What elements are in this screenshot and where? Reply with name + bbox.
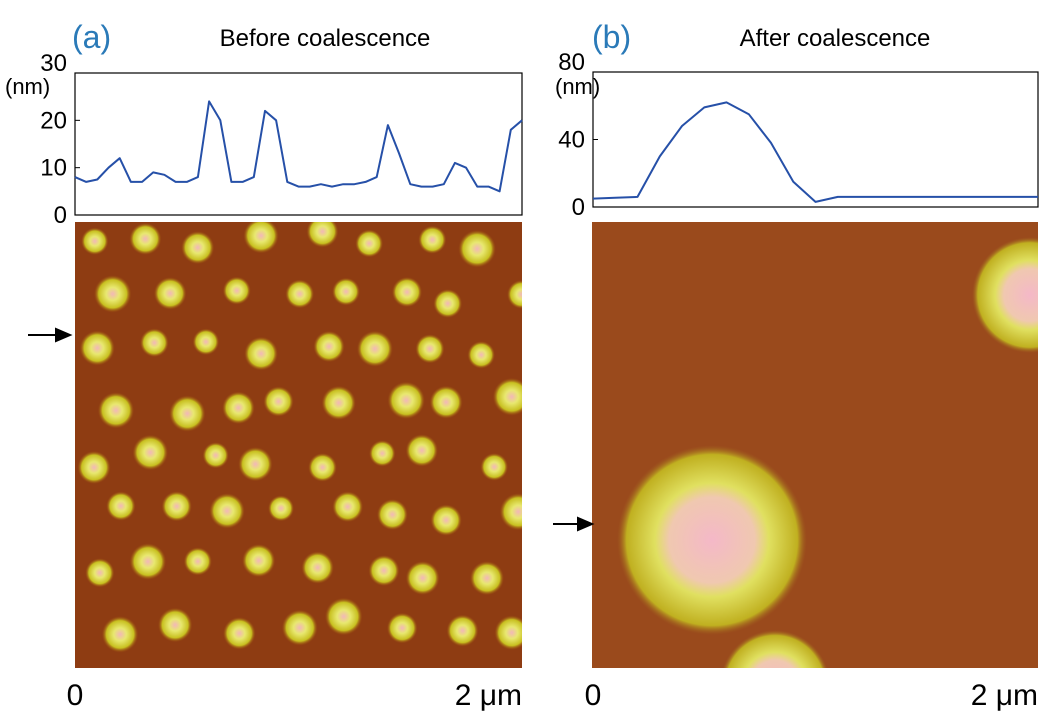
afm-dot [183,547,212,576]
afm-dot [93,275,132,313]
afm-dot [492,377,522,416]
afm-dot [306,222,339,248]
afm-dot [77,450,111,484]
afm-dot [285,279,315,309]
afm-dot [79,330,115,366]
afm-dot [499,493,522,531]
afm-dot [161,491,192,522]
y-tick-label: 30 [40,50,67,77]
afm-image [592,222,1038,668]
afm-dot [132,434,169,471]
afm-dot [268,495,295,522]
profile-line [592,101,1038,203]
afm-dot [376,499,408,531]
afm-dot [405,434,439,467]
y-tick-label: 80 [558,49,585,76]
afm-dot [467,341,495,369]
chart-title: After coalescence [740,25,931,52]
afm-dot [429,385,463,419]
x-tick-label: 2 μm [971,679,1038,712]
y-axis-label: (nm) [5,74,50,99]
y-tick-label: 40 [558,127,585,154]
afm-dot [85,558,115,588]
afm-dot [355,229,384,258]
afm-dot [469,561,505,596]
afm-dot [202,442,229,469]
y-tick-label: 20 [40,107,67,134]
afm-dot [242,543,276,578]
y-tick-label: 0 [572,194,585,221]
plot-frame [74,72,523,216]
panel-label: (a) [72,19,111,55]
afm-dot [368,555,400,587]
plot-frame [592,71,1039,208]
afm-dot [418,225,447,254]
afm-dot [301,551,334,584]
afm-dot [332,491,364,523]
afm-dot [356,330,393,367]
afm-dot [263,386,294,417]
afm-dot [222,276,251,305]
afm-dot [405,561,440,595]
y-tick-label: 0 [54,202,67,229]
panel-label: (b) [592,19,631,55]
afm-dot [140,328,169,358]
y-tick-label: 10 [40,155,67,182]
afm-dot [244,336,278,371]
afm-dot [181,231,215,265]
afm-dot [153,277,187,310]
afm-dot [106,491,136,521]
chart-title: Before coalescence [220,25,431,52]
afm-dot [458,229,496,268]
afm-dot [332,277,360,306]
afm-dot [494,615,522,650]
profile-line [74,100,523,193]
afm-dot [192,328,220,356]
arrows [28,327,595,532]
afm-dot [313,330,345,363]
afm-dot [169,395,206,432]
afm-dot [391,276,423,308]
x-tick-label: 2 μm [455,679,522,712]
afm-dot [433,289,463,318]
x-tick-label: 0 [585,679,602,712]
afm-dot [387,381,425,420]
y-axis-label: (nm) [555,74,600,99]
afm-dot [209,493,245,529]
afm-image [75,222,522,668]
afm-dot [308,453,337,482]
afm-dot [222,391,255,425]
afm-dot [97,392,135,429]
afm-dot [480,452,509,481]
afm-dot [223,617,256,650]
afm-dot [321,385,356,420]
afm-dot [446,614,479,647]
afm-dot [281,609,318,646]
afm-dot [101,616,139,653]
x-tick-label: 0 [67,679,84,712]
afm-dot [369,440,396,467]
afm-dot [157,607,193,643]
afm-dot [415,334,445,364]
afm-dot [324,597,363,636]
afm-dot [430,504,462,536]
afm-dot [129,222,162,255]
afm-dot [238,446,273,482]
afm-dot [129,543,167,580]
afm-dot [386,612,418,644]
afm-dot [243,222,279,254]
afm-dot [507,280,522,309]
afm-dot [81,227,109,255]
